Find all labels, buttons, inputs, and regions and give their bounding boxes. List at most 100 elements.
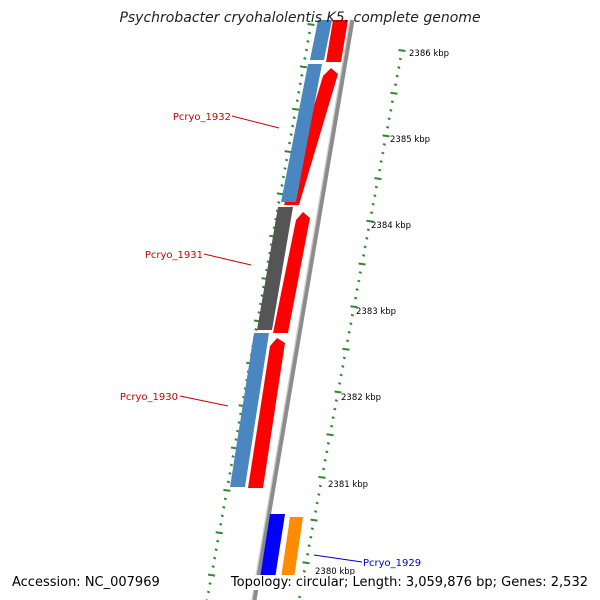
inner-tick: [216, 539, 220, 543]
inner-tick: [228, 471, 232, 475]
inner-tick: [222, 505, 226, 509]
inner-tick: [231, 455, 235, 458]
gene-label-pcryo-1932: Pcryo_1932: [173, 112, 231, 123]
scale-tick: [397, 66, 401, 70]
scale-tick: [326, 441, 330, 445]
scale-tick: [347, 330, 351, 334]
scale-tick: [317, 493, 321, 496]
scale-tick: [315, 501, 319, 505]
inner-tick: [306, 39, 310, 43]
scale-tick: [334, 390, 342, 394]
label-line-1930: [179, 395, 229, 407]
scale-tick: [374, 177, 382, 181]
inner-tick: [304, 48, 309, 52]
scale-tick: [366, 219, 374, 223]
scale-label-2381: 2381 kbp: [328, 480, 368, 490]
reverse-genes: [230, 20, 332, 585]
genome-backbone-highlight: [251, 19, 351, 600]
scale-tick: [302, 569, 306, 573]
scale-tick: [354, 296, 358, 300]
inner-tick: [214, 548, 218, 552]
gene-gray-1931: [257, 207, 293, 330]
scale-tick: [371, 202, 375, 206]
scale-tick: [330, 424, 334, 428]
scale-tick: [309, 535, 313, 539]
scale-tick: [382, 134, 390, 138]
inner-tick: [292, 116, 296, 120]
scale-tick: [374, 185, 378, 189]
scale-tick: [370, 211, 374, 215]
scale-label-2380: 2380 kbp: [315, 567, 355, 577]
scale-tick: [349, 322, 353, 326]
scale-tick: [342, 347, 350, 351]
scale-tick: [357, 279, 361, 283]
inner-tick: [223, 497, 227, 501]
scale-tick: [298, 595, 302, 599]
scale-tick: [338, 382, 342, 385]
inner-tick: [300, 73, 304, 77]
inner-tick: [229, 463, 234, 467]
inner-tick: [280, 183, 284, 187]
scale-tick: [325, 450, 329, 454]
inner-tick: [307, 23, 315, 26]
scale-tick: [326, 433, 334, 437]
gene-red-1932: [326, 20, 348, 62]
inner-tick: [226, 480, 231, 484]
scale-tick: [339, 373, 343, 377]
inner-tick: [220, 514, 224, 518]
topology-text: Topology: circular; Length: 3,059,876 bp…: [228, 575, 590, 590]
scale-tick: [386, 125, 390, 129]
scale-tick: [355, 288, 359, 292]
scale-ticks: [298, 49, 406, 599]
inner-tick: [254, 327, 258, 331]
scale-tick: [387, 117, 391, 121]
scale-tick: [358, 262, 366, 266]
gene-label-pcryo-1929: Pcryo_1929: [363, 558, 421, 569]
gene-red-1930a: [273, 212, 310, 333]
scale-tick: [346, 339, 350, 343]
inner-tick: [235, 429, 240, 433]
scale-tick: [318, 484, 322, 488]
inner-tick: [281, 175, 286, 179]
inner-tick: [237, 421, 241, 425]
scale-tick: [323, 458, 327, 462]
inner-tick: [298, 82, 302, 86]
gene-red-1930b: [248, 338, 285, 488]
map-title: Psychrobacter cryohalolentis K5, complet…: [119, 10, 481, 26]
scale-tick: [395, 74, 399, 78]
inner-tick: [223, 488, 231, 492]
inner-tick: [277, 200, 281, 204]
scale-tick: [307, 544, 311, 548]
inner-tick: [284, 150, 292, 154]
gene-blue-1930: [230, 333, 269, 487]
genome-backbone: [251, 19, 355, 600]
scale-tick: [373, 194, 377, 198]
scale-tick: [398, 49, 406, 52]
inner-tick: [307, 31, 312, 35]
gene-orange-1929: [280, 517, 303, 585]
inner-tick: [234, 438, 238, 442]
scale-tick: [302, 561, 310, 565]
scale-tick: [322, 467, 326, 471]
label-line-1932: [231, 115, 280, 129]
scale-label-2386: 2386 kbp: [409, 49, 449, 59]
scale-tick: [334, 399, 338, 403]
scale-tick: [350, 313, 354, 317]
inner-tick: [206, 590, 211, 594]
inner-tick: [211, 565, 215, 569]
inner-tick: [287, 141, 292, 145]
scale-tick: [314, 510, 318, 514]
gene-blue-1931: [281, 64, 322, 202]
gene-label-pcryo-1931: Pcryo_1931: [145, 250, 203, 261]
scale-label-2384: 2384 kbp: [371, 221, 411, 231]
gene-label-pcryo-1930: Pcryo_1930: [120, 392, 178, 403]
inner-tick: [215, 531, 223, 535]
scale-tick: [350, 305, 358, 309]
inner-tick: [207, 573, 216, 577]
gene-blue-1932: [310, 20, 332, 60]
scale-label-2383: 2383 kbp: [356, 307, 396, 317]
scale-tick: [363, 245, 367, 249]
scale-tick: [358, 271, 362, 274]
inner-tick: [213, 556, 217, 560]
